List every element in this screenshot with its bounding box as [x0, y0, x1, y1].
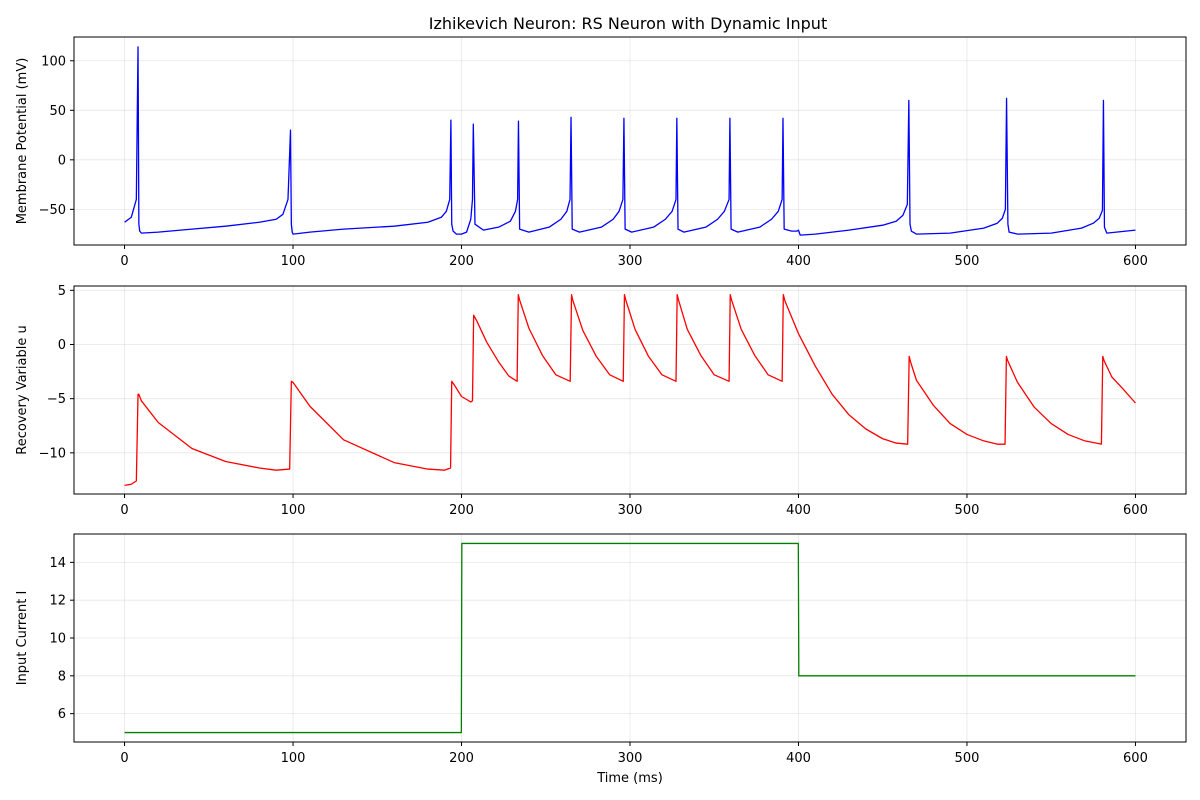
x-tick-label: 600: [1123, 254, 1148, 269]
y-tick-label: 5: [58, 284, 66, 299]
subplot-recovery: 0 100 200 300 400 500 600 −10 −5 0 5 Recovery Varia…: [15, 284, 1187, 518]
x-tick-label: 600: [1123, 503, 1148, 518]
x-tick-label: 400: [786, 503, 811, 518]
series-line-input: [124, 542, 1136, 734]
y-axis-label: Recovery Variable u: [15, 325, 30, 454]
x-tick-label: 0: [120, 751, 128, 766]
x-tick-label: 200: [449, 751, 474, 766]
y-tick-label: 10: [49, 632, 66, 647]
x-tick-label: 100: [281, 503, 306, 518]
y-tick-label: 8: [58, 669, 66, 684]
y-tick-label: 14: [49, 556, 66, 571]
x-tick-label: 200: [449, 503, 474, 518]
y-axis-label: Input Current I: [15, 591, 30, 686]
x-tick-label: 600: [1123, 751, 1148, 766]
y-tick-label: 0: [58, 153, 66, 168]
x-tick-label: 100: [281, 254, 306, 269]
x-tick-label: 500: [955, 751, 980, 766]
x-tick-label: 200: [449, 254, 474, 269]
y-tick-label: 12: [49, 594, 66, 609]
y-tick-label: 100: [41, 54, 66, 69]
subplot-input: 0 100 200 300 400 500 600 6 8 10 12 14 Input Current…: [15, 533, 1187, 786]
y-tick-label: 6: [58, 707, 66, 722]
x-tick-label: 0: [120, 503, 128, 518]
x-tick-label: 400: [786, 254, 811, 269]
x-tick-label: 300: [618, 254, 643, 269]
x-tick-label: 500: [955, 503, 980, 518]
series-line-recovery: [124, 294, 1136, 486]
y-tick-label: −5: [47, 392, 66, 407]
y-tick-label: −50: [39, 203, 66, 218]
x-tick-label: 0: [120, 254, 128, 269]
series-line-membrane: [124, 46, 1136, 236]
x-tick-label: 300: [618, 751, 643, 766]
x-tick-label: 400: [786, 751, 811, 766]
chart-title: Izhikevich Neuron: RS Neuron with Dynami…: [429, 14, 827, 33]
subplot-membrane: 0 100 200 300 400 500 600 −50 0 50 100 Membrane Pot…: [15, 36, 1187, 269]
y-axis-label: Membrane Potential (mV): [15, 58, 30, 225]
y-tick-label: −10: [39, 446, 66, 461]
y-tick-label: 50: [49, 104, 66, 119]
x-tick-label: 300: [618, 503, 643, 518]
x-tick-label: 500: [955, 254, 980, 269]
y-tick-label: 0: [58, 338, 66, 353]
x-axis-label: Time (ms): [596, 771, 663, 786]
x-tick-label: 100: [281, 751, 306, 766]
